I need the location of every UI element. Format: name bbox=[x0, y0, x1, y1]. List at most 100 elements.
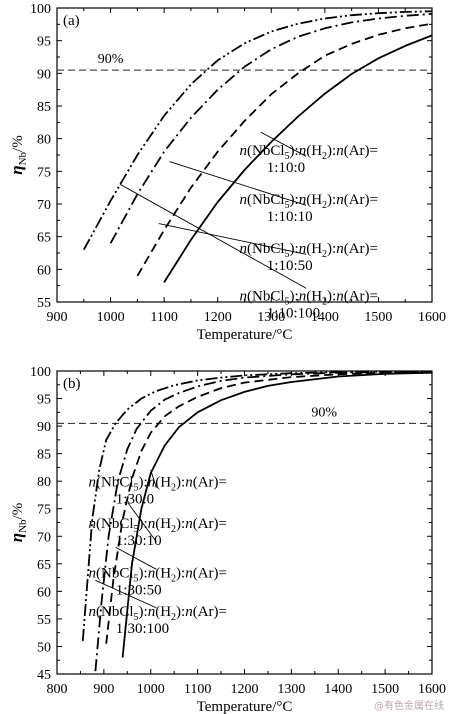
y-axis-unit: /% bbox=[10, 503, 26, 520]
annotation-label-part: 5 bbox=[134, 612, 139, 623]
annotation-label-part: n bbox=[89, 475, 97, 491]
x-tick-label: 1400 bbox=[311, 310, 339, 325]
annotation-label-part: (H bbox=[155, 475, 171, 491]
x-tick-label: 900 bbox=[47, 310, 68, 325]
annotation-label-ratio: 1:10:0 bbox=[267, 160, 305, 176]
annotation-label-part: (NbCl bbox=[96, 475, 134, 491]
annotation-label-part: (H bbox=[306, 241, 322, 257]
y-tick-label: 50 bbox=[37, 640, 51, 655]
annotation-label-part: n bbox=[89, 604, 97, 620]
annotation-label-part: n bbox=[336, 241, 344, 257]
annotation-label-part: 2 bbox=[322, 151, 327, 162]
annotation-label-part: (Ar)= bbox=[193, 604, 227, 620]
annotation-leader bbox=[119, 184, 307, 289]
y-tick-label: 70 bbox=[37, 530, 51, 545]
y-axis-symbol: η bbox=[7, 533, 26, 542]
x-axis-title: Temperature/°C bbox=[197, 699, 293, 714]
series-line-1-30-100 bbox=[81, 370, 432, 641]
annotation-label-part: ): bbox=[327, 192, 336, 208]
annotation-label-ratio-prefix: n(NbCl5):n(H2):n(Ar)= bbox=[240, 289, 378, 308]
annotation-leader bbox=[95, 579, 157, 609]
annotation-label-part: (H bbox=[155, 566, 171, 582]
annotation-label-part: (NbCl bbox=[247, 289, 285, 305]
annotation-label-part: 2 bbox=[171, 483, 176, 494]
annotation-label-part: ): bbox=[327, 143, 336, 159]
annotation-label-part: ): bbox=[139, 516, 148, 532]
x-tick-label: 1100 bbox=[184, 682, 211, 697]
annotation-label-part: ): bbox=[176, 604, 185, 620]
reference-line-label: 90% bbox=[311, 405, 337, 420]
annotation-label-part: (Ar)= bbox=[344, 192, 378, 208]
x-tick-label: 1200 bbox=[204, 310, 232, 325]
annotation-label-part: (H bbox=[306, 289, 322, 305]
annotation-label-ratio-prefix: n(NbCl5):n(H2):n(Ar)= bbox=[240, 192, 378, 211]
panel-b: 800 900 1000 1100 1200 1300 1400 1500 1600455055… bbox=[7, 365, 446, 714]
x-tick-label: 1000 bbox=[137, 682, 165, 697]
y-axis-title: ηNb/% bbox=[7, 135, 29, 174]
annotation-label-part: (H bbox=[306, 192, 322, 208]
annotation-label-part: n bbox=[89, 516, 97, 532]
y-tick-label: 60 bbox=[37, 263, 51, 278]
annotation-label-part: (Ar)= bbox=[193, 516, 227, 532]
annotation-label-part: (Ar)= bbox=[344, 241, 378, 257]
annotation-label-part: (H bbox=[306, 143, 322, 159]
y-tick-label: 65 bbox=[37, 231, 51, 246]
annotation-label-part: (NbCl bbox=[247, 192, 285, 208]
annotation-label-part: 5 bbox=[285, 297, 290, 308]
panel-a: 900 1000 1100 1200 1300 1400 1500 1600556065707… bbox=[7, 2, 446, 343]
x-tick-label: 1200 bbox=[231, 682, 259, 697]
annotation-label-ratio: 1:30:50 bbox=[116, 583, 162, 599]
annotation-label-part: n bbox=[185, 516, 193, 532]
annotation-label-part: (H bbox=[155, 516, 171, 532]
annotation-label-part: (NbCl bbox=[247, 143, 285, 159]
annotation-label-ratio-prefix: n(NbCl5):n(H2):n(Ar)= bbox=[240, 143, 378, 162]
y-axis-unit: /% bbox=[10, 135, 26, 152]
annotation-leader bbox=[158, 223, 307, 255]
annotation-leader bbox=[169, 161, 307, 206]
y-tick-label: 95 bbox=[37, 393, 51, 408]
annotation-label-part: 5 bbox=[285, 200, 290, 211]
annotation-label-part: (Ar)= bbox=[344, 289, 378, 305]
panel-tag: (b) bbox=[63, 376, 81, 392]
annotation-label-part: ): bbox=[290, 143, 299, 159]
y-tick-label: 90 bbox=[37, 67, 51, 82]
annotation-label-part: 5 bbox=[285, 151, 290, 162]
annotation-label-part: 2 bbox=[322, 297, 327, 308]
annotation-label-part: n bbox=[299, 289, 307, 305]
annotation-label-part: 2 bbox=[171, 574, 176, 585]
annotation-label-part: 5 bbox=[285, 249, 290, 260]
annotation-label-part: 2 bbox=[171, 524, 176, 535]
annotation-label-ratio: 1:10:50 bbox=[267, 258, 313, 274]
annotation-label-part: (NbCl bbox=[96, 566, 134, 582]
y-tick-label: 75 bbox=[37, 165, 51, 180]
y-tick-label: 85 bbox=[37, 448, 51, 463]
x-tick-label: 1500 bbox=[371, 682, 399, 697]
y-tick-label: 60 bbox=[37, 585, 51, 600]
y-tick-label: 95 bbox=[37, 35, 51, 50]
y-tick-label: 75 bbox=[37, 503, 51, 518]
y-tick-label: 85 bbox=[37, 100, 51, 115]
y-tick-label: 65 bbox=[37, 558, 51, 573]
annotation-label-part: 5 bbox=[134, 524, 139, 535]
annotation-label-part: n bbox=[299, 143, 307, 159]
annotation-label-ratio-prefix: n(NbCl5):n(H2):n(Ar)= bbox=[240, 241, 378, 260]
annotation-leader bbox=[127, 502, 157, 543]
annotation-label-part: ): bbox=[139, 566, 148, 582]
x-tick-label: 900 bbox=[93, 682, 114, 697]
annotation-label-part: n bbox=[148, 566, 156, 582]
annotation-label-part: ): bbox=[139, 604, 148, 620]
annotation-label-part: n bbox=[148, 516, 156, 532]
series-line-1-30-0 bbox=[121, 371, 433, 658]
annotation-label-part: (Ar)= bbox=[193, 566, 227, 582]
annotation-label-part: ): bbox=[139, 475, 148, 491]
annotation-label-part: 2 bbox=[322, 249, 327, 260]
annotation-label-part: n bbox=[299, 241, 307, 257]
annotation-label-part: ): bbox=[290, 192, 299, 208]
y-tick-label: 80 bbox=[37, 475, 51, 490]
annotation-label-part: n bbox=[89, 566, 97, 582]
annotation-label-part: n bbox=[185, 566, 193, 582]
annotation-label-ratio: 1:30:10 bbox=[116, 533, 162, 549]
annotation-label-ratio: 1:30:0 bbox=[116, 492, 154, 508]
annotation-label-part: n bbox=[336, 192, 344, 208]
